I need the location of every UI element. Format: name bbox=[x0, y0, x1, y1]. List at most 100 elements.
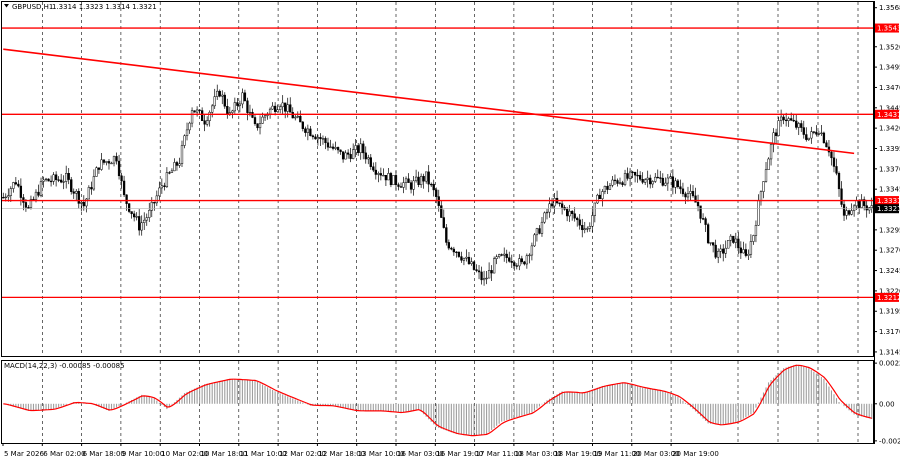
candle bbox=[153, 201, 156, 211]
candle bbox=[825, 140, 828, 148]
candle bbox=[130, 211, 133, 219]
candle bbox=[565, 206, 569, 222]
candle bbox=[588, 222, 591, 232]
candle bbox=[42, 176, 45, 188]
candle bbox=[412, 176, 415, 196]
level-tag bbox=[875, 196, 899, 206]
ohlc-label: 1.3314 1.3323 1.3314 1.3321 bbox=[52, 3, 157, 11]
candle bbox=[543, 211, 546, 224]
candle bbox=[679, 179, 682, 194]
candle bbox=[510, 254, 513, 268]
candle bbox=[367, 154, 370, 165]
candle bbox=[341, 151, 345, 163]
candle bbox=[165, 167, 169, 188]
candle bbox=[407, 173, 410, 183]
candle bbox=[336, 146, 340, 154]
candle bbox=[538, 225, 541, 235]
candle bbox=[218, 89, 221, 98]
macd-panel-frame bbox=[1, 360, 874, 444]
candle bbox=[198, 109, 201, 114]
candle bbox=[855, 196, 858, 211]
horizontal-levels[interactable] bbox=[2, 27, 873, 299]
candle bbox=[863, 196, 866, 211]
candle bbox=[754, 220, 758, 243]
level-tag bbox=[875, 23, 899, 33]
y-tick-label: 1.3470 bbox=[879, 84, 900, 92]
candle bbox=[409, 179, 413, 194]
current-price-label: 1.3321 bbox=[877, 205, 900, 213]
candle bbox=[563, 205, 566, 211]
candle bbox=[810, 126, 813, 144]
candle bbox=[110, 161, 113, 165]
candle bbox=[226, 98, 229, 119]
candle bbox=[246, 97, 249, 121]
y-tick-label: 1.3395 bbox=[879, 145, 900, 153]
candle bbox=[767, 157, 770, 170]
time-axis: 5 Mar 2026 6 Mar 02:006 Mar 18:009 Mar 10… bbox=[2, 443, 719, 458]
y-tick-label: 1.3520 bbox=[879, 43, 900, 51]
candle bbox=[188, 121, 191, 134]
candle bbox=[102, 159, 106, 165]
candle bbox=[737, 231, 740, 254]
candle bbox=[636, 169, 639, 183]
candle bbox=[812, 131, 815, 135]
candle bbox=[404, 176, 408, 190]
candle bbox=[57, 176, 60, 183]
level-tag-label: 1.3212 bbox=[877, 294, 900, 302]
candle bbox=[422, 173, 425, 189]
candle bbox=[2, 192, 5, 199]
candle bbox=[60, 173, 63, 184]
candle bbox=[868, 206, 871, 214]
candle bbox=[306, 124, 310, 141]
candle bbox=[656, 169, 659, 179]
candle bbox=[334, 141, 337, 151]
candle bbox=[115, 152, 118, 165]
candle bbox=[591, 207, 594, 233]
trendline[interactable] bbox=[3, 48, 855, 155]
candle bbox=[75, 189, 78, 202]
candle bbox=[37, 184, 40, 198]
candle bbox=[135, 212, 138, 221]
level-tag-label: 1.3331 bbox=[877, 197, 900, 205]
candle bbox=[805, 127, 808, 142]
candle bbox=[440, 200, 443, 218]
x-tick-label: 12 Mar 18:00 bbox=[318, 450, 365, 458]
candle bbox=[757, 194, 760, 226]
candle bbox=[140, 215, 143, 236]
candle bbox=[268, 107, 272, 119]
candle bbox=[82, 195, 85, 211]
candle bbox=[173, 158, 176, 172]
candle bbox=[392, 175, 395, 186]
candle bbox=[691, 185, 695, 198]
candle bbox=[27, 205, 30, 209]
candle bbox=[100, 152, 103, 171]
candle bbox=[216, 84, 219, 100]
candle bbox=[659, 170, 662, 184]
candle bbox=[749, 234, 753, 259]
candle bbox=[349, 147, 352, 163]
candle bbox=[19, 178, 23, 206]
candle bbox=[827, 139, 831, 157]
candle bbox=[711, 242, 715, 253]
candle bbox=[430, 182, 433, 187]
candle bbox=[480, 266, 483, 285]
candle bbox=[500, 253, 503, 257]
candle bbox=[352, 143, 355, 160]
candle bbox=[490, 265, 493, 281]
candle bbox=[14, 177, 17, 186]
candle bbox=[465, 249, 468, 262]
candle bbox=[414, 169, 418, 183]
candle bbox=[148, 202, 151, 223]
candle bbox=[432, 179, 435, 197]
dropdown-triangle-icon[interactable] bbox=[4, 4, 9, 8]
y-tick-label: 1.3420 bbox=[879, 125, 900, 133]
x-tick-label: 6 Mar 18:00 bbox=[83, 450, 125, 458]
candle bbox=[719, 244, 722, 259]
x-tick-label: 12 Mar 02:00 bbox=[279, 450, 326, 458]
candle bbox=[641, 172, 644, 185]
price-tags: 1.3543 1.3437 1.3331 1.3212 1.3321 bbox=[2, 23, 900, 302]
candle bbox=[515, 263, 518, 270]
candle bbox=[175, 160, 179, 171]
candle bbox=[498, 253, 501, 259]
